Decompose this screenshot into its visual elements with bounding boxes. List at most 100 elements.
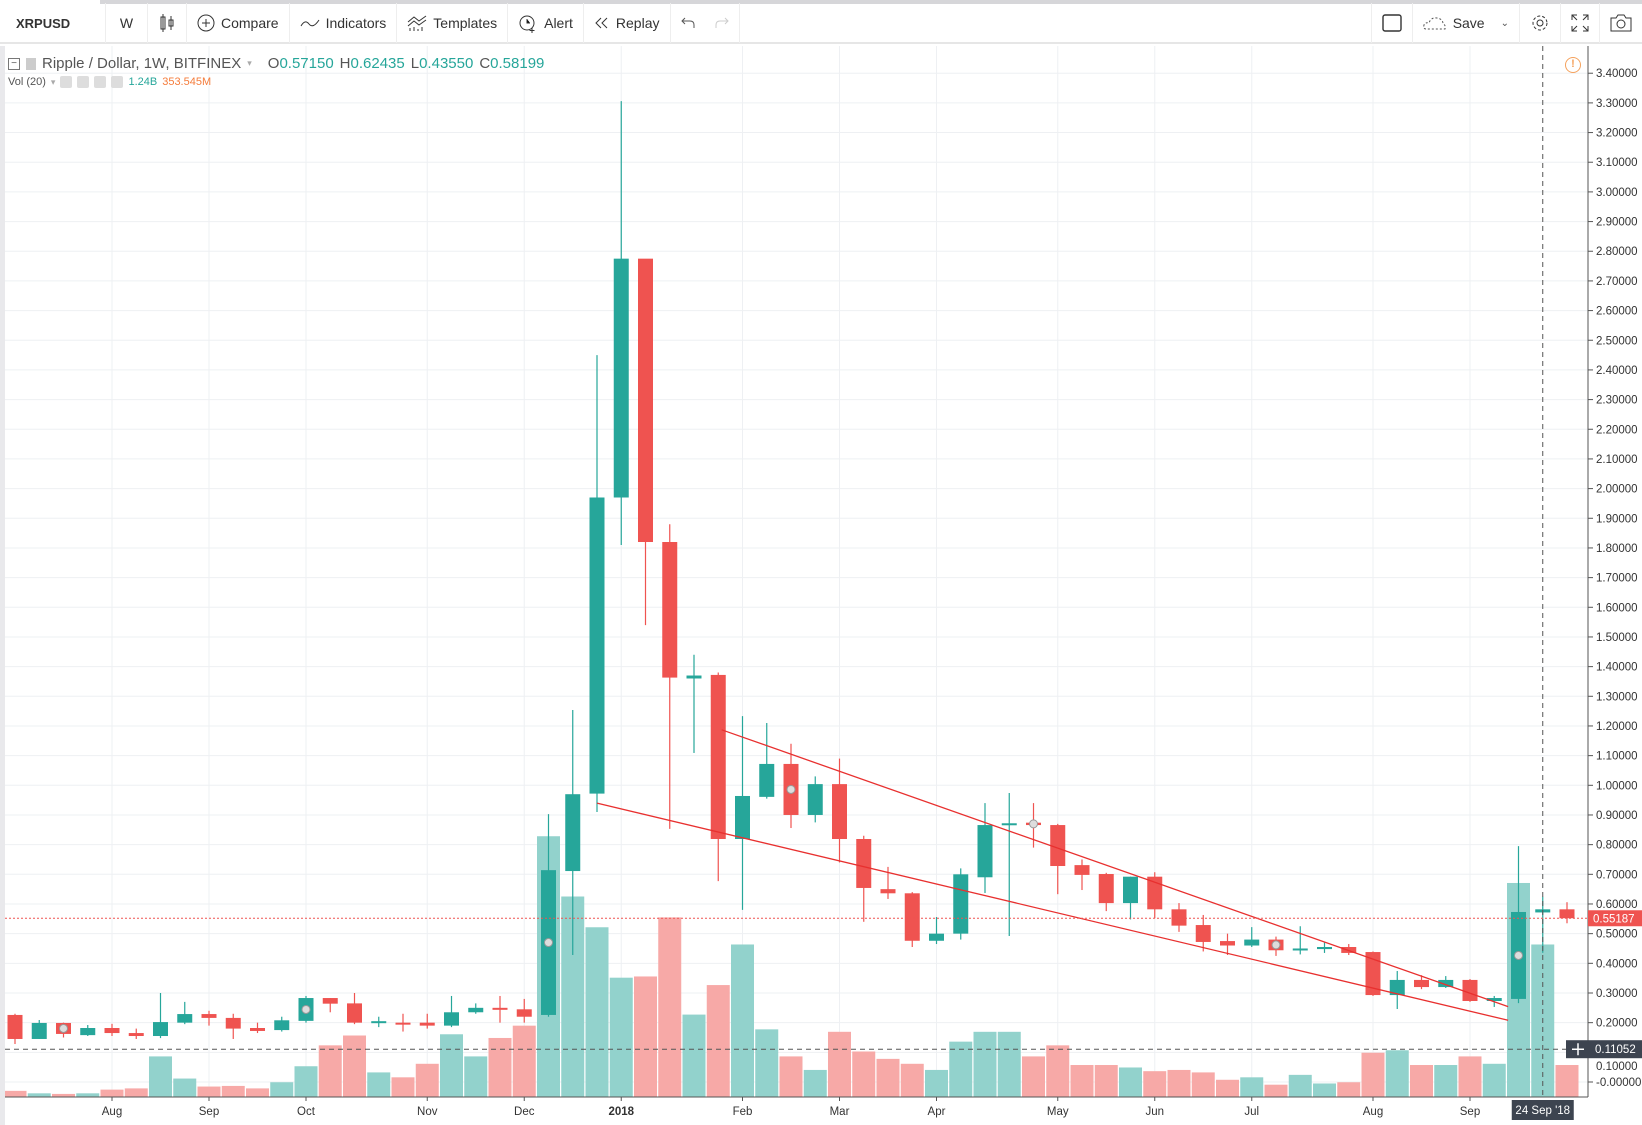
candle [1462, 979, 1478, 1002]
candle-body [395, 1022, 411, 1025]
chevron-down-icon[interactable]: ▾ [50, 76, 56, 87]
price-tick-label: 1.10000 [1596, 751, 1638, 763]
candle [759, 722, 775, 799]
series-title[interactable]: Ripple / Dollar, 1W, BITFINEX [42, 55, 242, 72]
candle [1292, 926, 1308, 955]
time-tick-label: Sep [199, 1106, 219, 1118]
time-tick-label: Apr [928, 1106, 946, 1118]
volume-bar [294, 1066, 318, 1097]
templates-button[interactable]: Templates [397, 3, 509, 43]
price-chart[interactable]: 3.40000 3.30000 3.20000 3.10000 3.00000 2.900… [0, 46, 1642, 1125]
fullscreen-button[interactable] [1561, 3, 1600, 43]
undo-button[interactable] [671, 3, 705, 43]
volume-bar [1240, 1077, 1264, 1097]
price-tick-label: 3.20000 [1596, 128, 1638, 140]
candle [1317, 942, 1332, 953]
time-tick-label: Mar [830, 1106, 850, 1118]
volume-bar [1070, 1065, 1094, 1097]
layout-button[interactable] [1370, 3, 1413, 43]
volume-bar [1046, 1045, 1070, 1097]
candle-body [31, 1022, 47, 1039]
candle-body [1220, 941, 1235, 946]
price-tick-label: 0.60000 [1596, 899, 1638, 911]
volume-bar [1313, 1083, 1336, 1097]
volume-bar [1482, 1063, 1506, 1097]
candle [1147, 872, 1163, 919]
collapse-icon[interactable]: − [8, 57, 20, 70]
snapshot-button[interactable] [1600, 3, 1642, 43]
candle-body [177, 1014, 193, 1023]
candle-body [1098, 874, 1114, 904]
volume-bar [124, 1088, 148, 1097]
chart-type-button[interactable] [148, 3, 187, 43]
symbol-search-button[interactable]: XRPUSD [0, 3, 106, 43]
candle-body [565, 794, 581, 872]
chevron-down-icon[interactable]: ▾ [247, 58, 252, 68]
close-icon[interactable] [111, 76, 124, 88]
candle-body [710, 674, 726, 840]
candle [1195, 914, 1211, 952]
eye-icon[interactable] [60, 76, 73, 88]
open-label: O [267, 55, 280, 72]
save-button[interactable]: Save ⌄ [1413, 3, 1520, 43]
volume-title[interactable]: Vol (20) [8, 76, 46, 88]
indicators-button[interactable]: Indicators [290, 3, 398, 43]
square-icon [1381, 14, 1402, 32]
warning-icon[interactable]: ! [1565, 57, 1581, 73]
settings-button[interactable] [1520, 3, 1561, 43]
time-tick-label: Feb [733, 1106, 753, 1118]
volume-bar [221, 1085, 245, 1097]
candle-body [128, 1033, 144, 1037]
candle-body [638, 258, 653, 543]
plus-icon[interactable] [94, 76, 107, 88]
undo-icon [680, 16, 695, 30]
volume-bar [1167, 1069, 1191, 1097]
volume-bar [246, 1088, 269, 1097]
candle-body [274, 1020, 290, 1031]
candle [1511, 846, 1526, 1004]
low-value: 0.43550 [419, 55, 474, 72]
candle-body [1147, 876, 1163, 910]
chevron-down-icon[interactable]: ⌄ [1500, 17, 1509, 29]
price-tick-label: 1.40000 [1596, 662, 1638, 674]
candle-body [807, 784, 823, 815]
redo-button[interactable] [705, 3, 740, 43]
price-tick-label: 1.20000 [1596, 721, 1638, 733]
candle-body [104, 1028, 120, 1034]
candle-body [347, 1003, 362, 1023]
compare-label: Compare [221, 15, 279, 31]
time-tick-label: Dec [514, 1106, 535, 1118]
candle [589, 355, 605, 813]
volume-bar [1385, 1050, 1409, 1097]
candle [153, 992, 168, 1039]
templates-icon [407, 14, 427, 32]
candle-body [856, 839, 872, 888]
volume-bar [52, 1093, 75, 1097]
volume-bar [803, 1069, 827, 1097]
candle [1220, 933, 1235, 956]
interval-button[interactable]: W [106, 3, 148, 43]
redo-icon [715, 16, 729, 30]
candle-body [153, 1022, 168, 1037]
candle-body [492, 1007, 508, 1010]
plus-circle-icon [197, 14, 215, 32]
alert-button[interactable]: Alert [508, 3, 584, 43]
gear-icon[interactable] [77, 76, 90, 88]
candle-body [1001, 823, 1017, 826]
candle-body [613, 258, 629, 498]
volume-bar [1022, 1056, 1045, 1097]
candle [735, 716, 750, 910]
volume-bar [706, 985, 730, 1097]
candle-body [468, 1007, 484, 1013]
replay-button[interactable]: Replay [584, 3, 671, 43]
volume-bar [1458, 1056, 1482, 1097]
volume-value: 1.24B [128, 76, 158, 88]
volume-bar [852, 1051, 876, 1097]
volume-bar [585, 927, 609, 1097]
compare-button[interactable]: Compare [187, 3, 290, 43]
volume-bar [1410, 1065, 1433, 1097]
price-tick-label: 1.80000 [1596, 543, 1638, 555]
candle [953, 868, 969, 940]
volume-bar [173, 1078, 197, 1097]
candle-body [880, 889, 896, 894]
